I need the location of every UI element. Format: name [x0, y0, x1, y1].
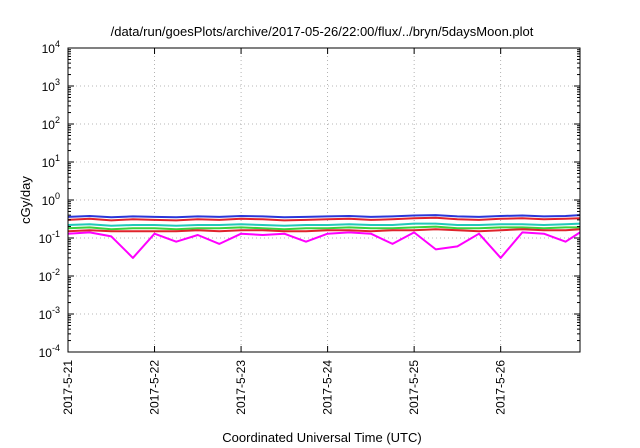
x-axis-label: Coordinated Universal Time (UTC): [222, 430, 421, 445]
y-tick-label: 102: [42, 115, 60, 132]
y-ticks: 10-4 10-3 10-2 10-1 100 101 102 103 104: [39, 39, 580, 360]
x-tick-label: 2017-5-21: [61, 360, 75, 415]
x-ticks: 2017-5-21 2017-5-22 2017-5-23 2017-5-24 2017…: [61, 48, 508, 415]
x-tick-label: 2017-5-23: [234, 360, 248, 415]
series-line-5: [67, 231, 581, 259]
y-tick-label: 103: [42, 77, 60, 94]
series-line-1: [67, 214, 581, 219]
y-tick-label: 10-1: [39, 229, 60, 246]
series-line-4: [67, 225, 580, 231]
y-tick-label: 10-3: [39, 305, 60, 322]
y-tick-label: 10-4: [39, 343, 60, 360]
series-line-6: [67, 228, 581, 233]
x-tick-label: 2017-5-24: [321, 360, 335, 415]
y-tick-label: 101: [42, 153, 60, 170]
y-tick-label: 104: [42, 39, 60, 56]
grid: [68, 48, 580, 352]
series-line-2: [67, 216, 581, 222]
y-axis-label: cGy/day: [18, 176, 33, 224]
y-tick-label: 10-2: [39, 267, 60, 284]
chart-title: /data/run/goesPlots/archive/2017-05-26/2…: [111, 24, 534, 39]
x-tick-label: 2017-5-26: [494, 360, 508, 415]
x-tick-label: 2017-5-22: [148, 360, 162, 415]
x-tick-label: 2017-5-25: [407, 360, 421, 415]
series-group: [67, 214, 581, 259]
series-line-3: [67, 222, 581, 227]
y-tick-label: 100: [42, 191, 60, 208]
